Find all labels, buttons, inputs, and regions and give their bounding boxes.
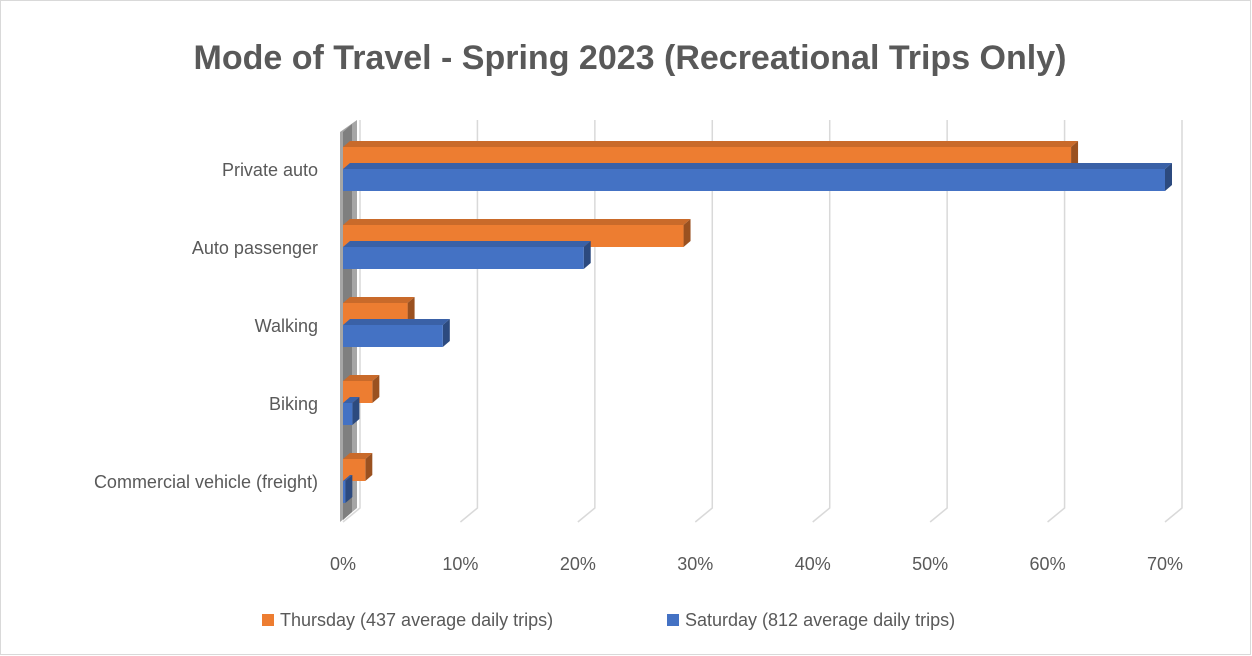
bar — [343, 459, 366, 481]
bars — [343, 141, 1172, 503]
bar-top — [343, 397, 360, 403]
y-tick-label: Biking — [269, 394, 318, 414]
bar-side — [1165, 163, 1172, 191]
bar-side — [365, 453, 373, 481]
bar-side — [345, 475, 353, 503]
y-tick-label: Commercial vehicle (freight) — [94, 472, 318, 492]
bar-top — [343, 141, 1079, 147]
grid-line — [1164, 120, 1183, 523]
bar — [343, 325, 443, 347]
grid-line — [812, 120, 831, 523]
x-tick-label: 40% — [795, 554, 831, 574]
bar-side — [1071, 141, 1079, 169]
x-tick-label: 20% — [560, 554, 596, 574]
grid-line — [577, 120, 596, 523]
y-tick-label: Walking — [255, 316, 318, 336]
bar — [343, 247, 584, 269]
chart-title: Mode of Travel - Spring 2023 (Recreation… — [194, 39, 1067, 77]
bar-top — [343, 319, 450, 325]
x-tick-label: 30% — [677, 554, 713, 574]
bar-top — [343, 297, 415, 303]
x-tick-label: 50% — [912, 554, 948, 574]
x-tick-label: 0% — [330, 554, 356, 574]
bar-side — [407, 297, 415, 325]
grid-line — [1047, 120, 1066, 523]
bar-top — [343, 241, 591, 247]
bar-top — [343, 219, 691, 225]
bar-side — [442, 319, 450, 347]
x-tick-label: 10% — [442, 554, 478, 574]
bar-side — [583, 241, 591, 269]
bar-side — [683, 219, 691, 247]
bar-top — [343, 163, 1172, 169]
bar-top — [343, 375, 380, 381]
x-tick-label: 70% — [1147, 554, 1183, 574]
bar — [343, 169, 1165, 191]
grid-line — [929, 120, 948, 523]
x-tick-label: 60% — [1030, 554, 1066, 574]
y-tick-label: Private auto — [222, 160, 318, 180]
legend-label: Thursday (437 average daily trips) — [280, 610, 553, 630]
legend-swatch — [667, 614, 679, 626]
bar-side — [372, 375, 380, 403]
grid-line — [694, 120, 714, 523]
legend-swatch — [262, 614, 274, 626]
bar-top — [343, 453, 373, 459]
legend-label: Saturday (812 average daily trips) — [685, 610, 955, 630]
bar — [343, 403, 353, 425]
bar — [343, 481, 346, 503]
bar-top — [343, 475, 353, 481]
bar-side — [352, 397, 360, 425]
y-tick-label: Auto passenger — [192, 238, 318, 258]
